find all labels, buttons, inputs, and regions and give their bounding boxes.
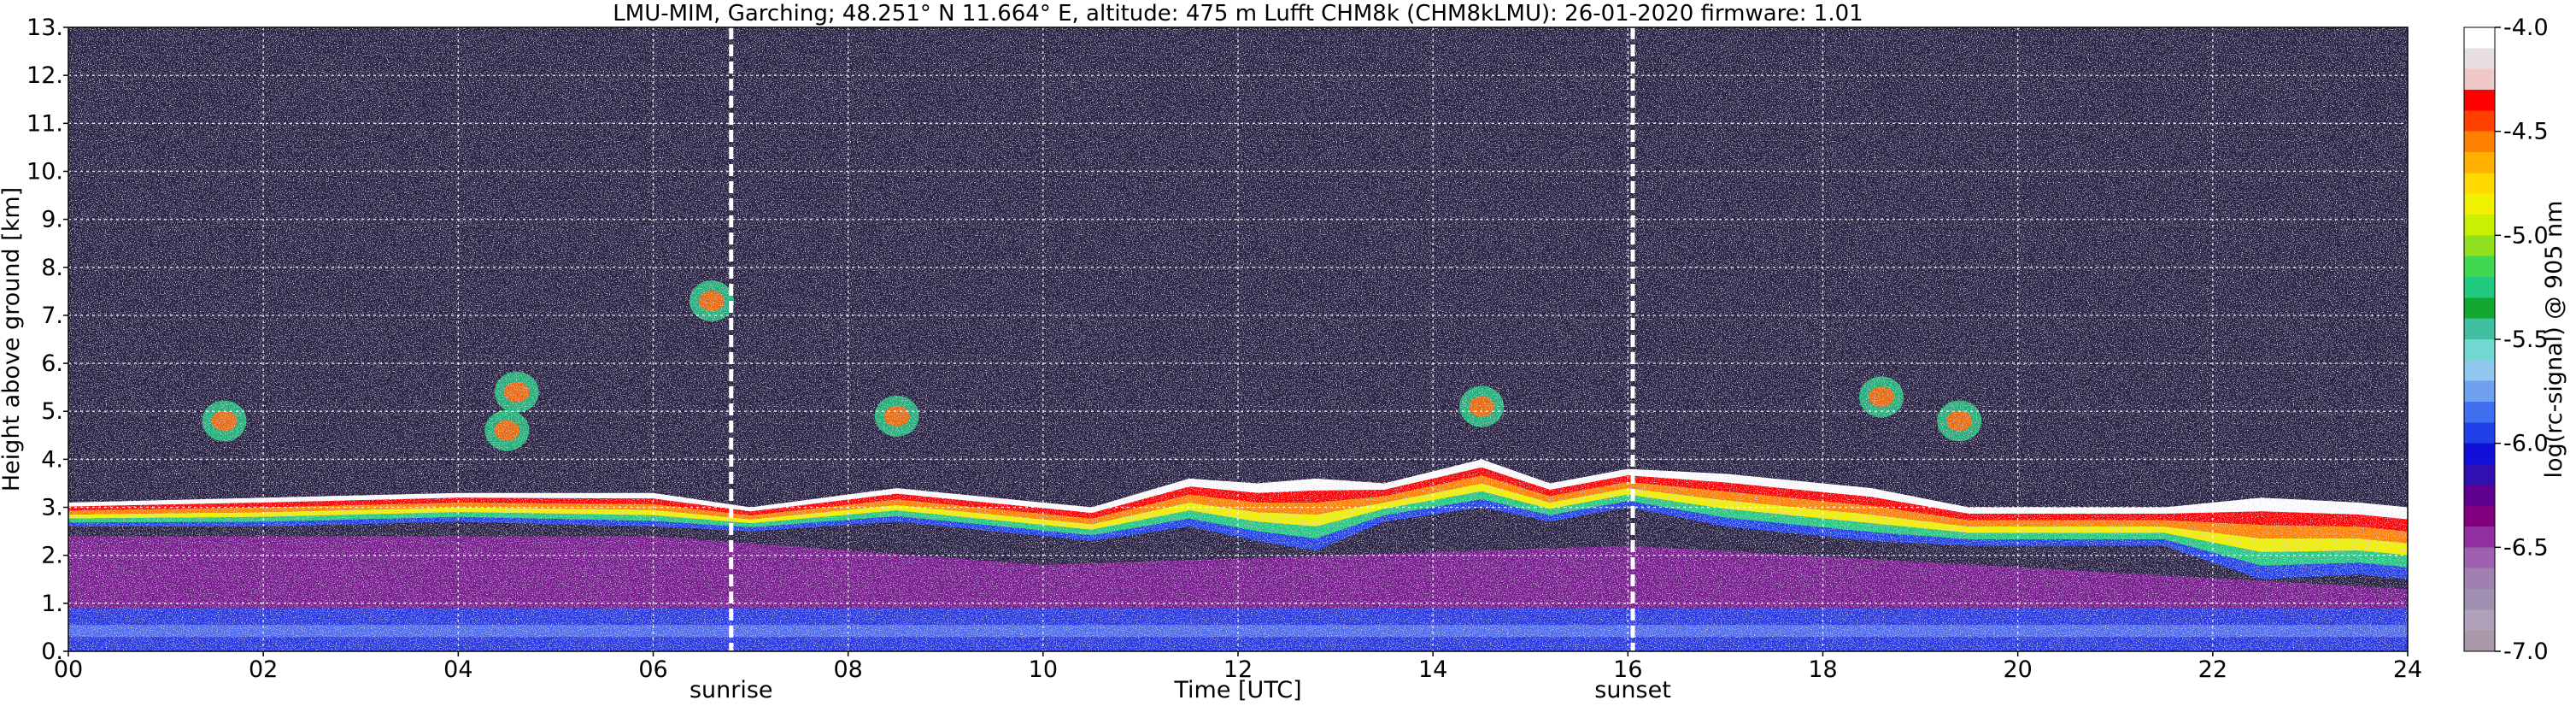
x-tick-label: 04 <box>443 656 472 683</box>
chart-title: LMU-MIM, Garching; 48.251° N 11.664° E, … <box>613 1 1863 26</box>
y-axis-ticks: 0. 1. 2. 3. 4. 5. 6. 7. 8. 9. 10. 11. 12. 13. <box>26 15 68 665</box>
x-axis-ticks: 00 02 04 06 08 10 12 14 16 18 20 22 24 <box>54 651 2422 683</box>
colorbar-scale <box>2463 26 2496 652</box>
colorbar-tick-label: -6.0 <box>2503 431 2549 457</box>
x-tick-label: 00 <box>54 656 83 683</box>
x-tick-label: 10 <box>1029 656 1058 683</box>
y-tick-label: 3. <box>41 495 63 521</box>
colorbar-tick-label: -4.0 <box>2503 15 2549 41</box>
y-tick-label: 12. <box>26 62 63 89</box>
annotation-labels: sunrise sunset <box>689 677 1671 703</box>
colorbar-tick-label: -5.5 <box>2503 327 2549 353</box>
colorbar-ticks: -4.0 -4.5 -5.0 -5.5 -6.0 -6.5 -7.0 <box>2495 15 2549 665</box>
y-tick-label: 11. <box>26 110 63 137</box>
x-tick-label: 16 <box>1613 656 1642 683</box>
y-tick-label: 2. <box>41 543 63 569</box>
y-tick-label: 8. <box>41 255 63 281</box>
y-tick-label: 6. <box>41 350 63 377</box>
colorbar-tick-label: -6.5 <box>2503 534 2549 561</box>
y-tick-label: 9. <box>41 207 63 233</box>
y-tick-label: 13. <box>26 15 63 41</box>
x-tick-label: 22 <box>2198 656 2227 683</box>
colorbar-tick-label: -7.0 <box>2503 638 2549 665</box>
y-axis-label: Height above ground [km] <box>0 187 25 491</box>
y-tick-label: 1. <box>41 591 63 617</box>
colorbar: -4.0 -4.5 -5.0 -5.5 -6.0 -6.5 -7.0 log(rc-sign… <box>2463 15 2567 665</box>
sunrise-label: sunrise <box>689 677 773 703</box>
x-tick-label: 06 <box>638 656 667 683</box>
colorbar-tick-label: -5.0 <box>2503 222 2549 249</box>
x-tick-label: 08 <box>833 656 862 683</box>
sunset-label: sunset <box>1594 677 1671 703</box>
y-tick-label: 0. <box>41 638 63 665</box>
plot-area <box>67 26 2409 652</box>
x-tick-label: 12 <box>1223 656 1253 683</box>
x-tick-label: 24 <box>2393 656 2422 683</box>
colorbar-label: log(rc-signal) @ 905 nm <box>2541 201 2567 479</box>
x-tick-label: 14 <box>1418 656 1447 683</box>
sun-markers <box>729 27 1635 651</box>
x-tick-label: 02 <box>249 656 278 683</box>
x-tick-label: 18 <box>1808 656 1837 683</box>
y-tick-label: 5. <box>41 398 63 425</box>
x-axis-label: Time [UTC] <box>1173 677 1301 703</box>
y-tick-label: 4. <box>41 446 63 473</box>
y-tick-label: 7. <box>41 303 63 329</box>
x-tick-label: 20 <box>2003 656 2032 683</box>
y-tick-label: 10. <box>26 158 63 185</box>
colorbar-tick-label: -4.5 <box>2503 119 2549 145</box>
